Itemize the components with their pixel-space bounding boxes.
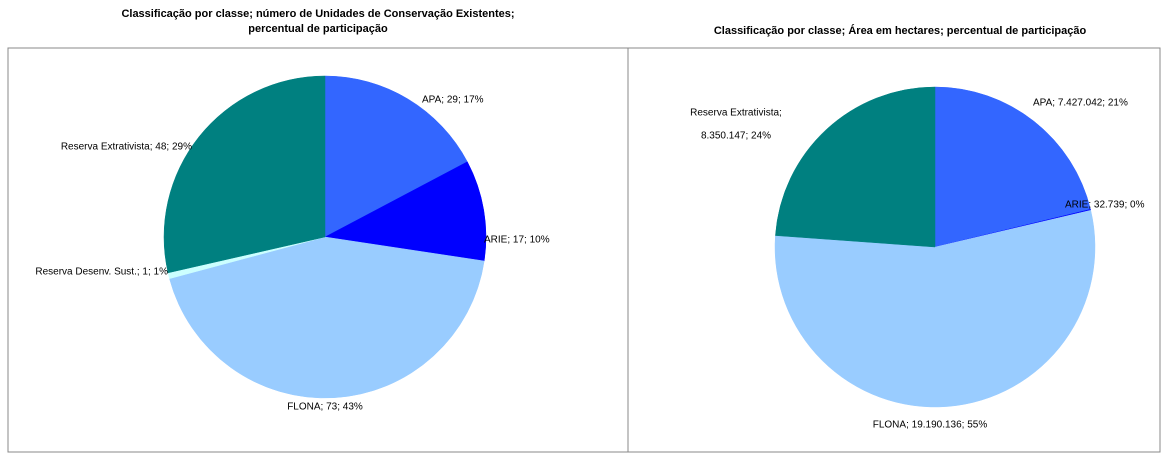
data-label: FLONA; 19.190.136; 55% — [873, 420, 988, 431]
chart-title: Classificação por classe; número de Unid… — [121, 8, 514, 20]
data-label: APA; 29; 17% — [422, 95, 484, 106]
data-label: 8.350.147; 24% — [701, 131, 771, 142]
chart-title: percentual de participação — [248, 23, 388, 35]
data-label: Reserva Desenv. Sust.; 1; 1% — [35, 267, 168, 278]
chart-frame — [627, 47, 1161, 453]
chart-title: Classificação por classe; Área em hectar… — [714, 24, 1087, 37]
pie-slice — [163, 75, 326, 274]
pie-slice — [775, 86, 936, 248]
data-label: ARIE; 17; 10% — [484, 235, 550, 246]
data-label: Reserva Extrativista; 48; 29% — [61, 142, 192, 153]
pie-slice — [324, 75, 468, 238]
pie-slice — [774, 209, 1096, 408]
data-label: FLONA; 73; 43% — [287, 402, 363, 413]
data-label: ARIE; 32.739; 0% — [1065, 200, 1145, 211]
pie-slice — [169, 236, 485, 399]
data-label: APA; 7.427.042; 21% — [1033, 98, 1128, 109]
pie-slice — [934, 86, 1091, 248]
data-label: Reserva Extrativista; — [690, 108, 782, 119]
pie-slice — [324, 161, 487, 262]
